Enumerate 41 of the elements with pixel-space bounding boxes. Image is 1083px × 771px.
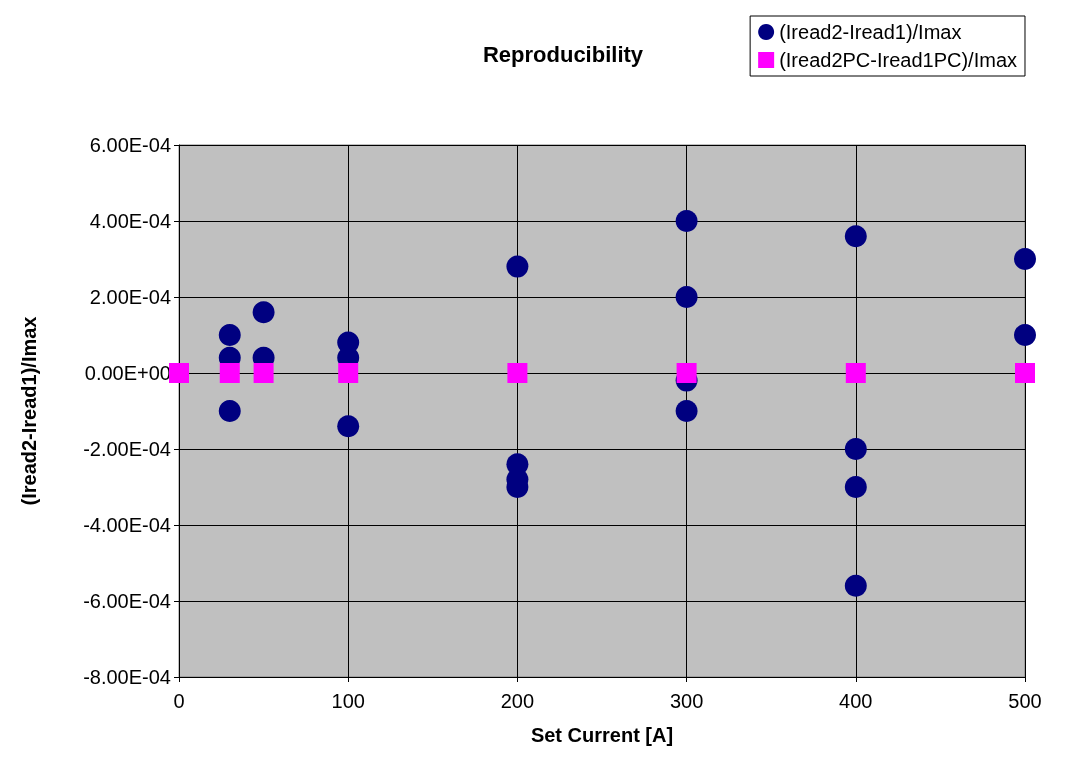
- x-tick-label: 200: [500, 690, 535, 712]
- point: [507, 363, 528, 383]
- point: [253, 363, 274, 383]
- x-axis-title: Set Current [A]: [530, 724, 674, 746]
- legend-label: (Iread2-Iread1)/Imax: [779, 21, 962, 43]
- y-tick-label: 6.00E-04: [89, 134, 171, 156]
- point: [675, 400, 698, 422]
- point: [675, 210, 698, 232]
- x-tick-label: 400: [839, 690, 873, 712]
- legend-label: (Iread2PC-Iread1PC)/Imax: [779, 49, 1018, 71]
- point: [844, 438, 867, 460]
- point: [218, 324, 241, 346]
- chart-title: Reproducibility: [482, 41, 644, 67]
- x-tick-label: 100: [331, 690, 365, 712]
- point: [338, 363, 359, 383]
- point: [675, 286, 698, 308]
- y-tick-label: -4.00E-04: [83, 514, 171, 536]
- point: [218, 400, 241, 422]
- x-tick-label: 500: [1008, 690, 1042, 712]
- y-tick-label: 4.00E-04: [89, 210, 171, 232]
- point: [506, 255, 529, 278]
- point: [844, 574, 867, 597]
- point: [1014, 248, 1036, 270]
- x-tick-label: 300: [669, 690, 704, 712]
- point: [1014, 324, 1036, 346]
- point: [676, 363, 697, 383]
- point: [219, 363, 240, 383]
- point: [1015, 363, 1035, 383]
- point: [845, 363, 866, 383]
- point: [252, 301, 275, 324]
- y-axis-title: (Iread2-Iread1)/Imax: [18, 316, 40, 506]
- point: [337, 415, 360, 438]
- y-tick-label: 0.00E+00: [84, 362, 171, 384]
- y-tick-label: -8.00E-04: [83, 666, 171, 688]
- x-tick-label: 0: [173, 690, 185, 712]
- point: [844, 476, 867, 498]
- point: [844, 225, 867, 248]
- y-tick-label: 2.00E-04: [89, 286, 171, 308]
- y-tick-label: -6.00E-04: [83, 590, 171, 612]
- y-tick-label: -2.00E-04: [83, 438, 171, 460]
- point: [169, 363, 189, 383]
